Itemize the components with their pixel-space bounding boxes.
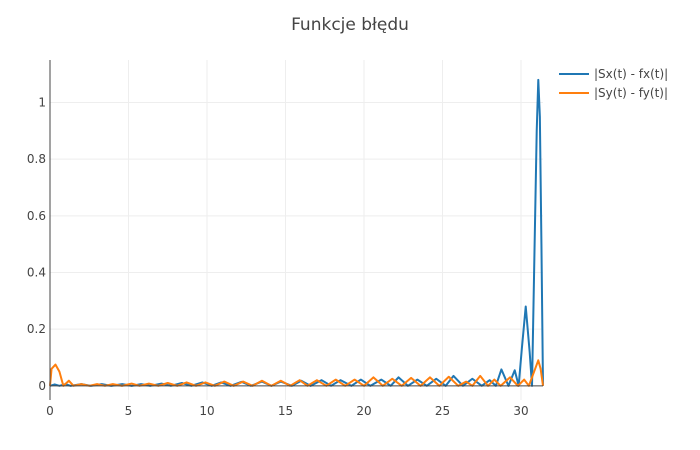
axes: 0 5 10 15 20 25 30 0 0.2 0.4 0.6 0.8 1 (27, 60, 543, 418)
series-line-2 (49, 359, 544, 387)
legend-label: |Sy(t) - fy(t)| (594, 86, 668, 100)
x-tick-label: 5 (125, 404, 133, 418)
chart-title: Funkcje błędu (291, 15, 409, 35)
x-tick-label: 15 (278, 404, 293, 418)
x-tick-label: 20 (356, 404, 371, 418)
legend[interactable]: |Sx(t) - fx(t)| |Sy(t) - fy(t)| (559, 67, 668, 100)
x-tick-label: 10 (199, 404, 214, 418)
plot-area (49, 78, 544, 387)
y-tick-label: 0.2 (27, 322, 46, 336)
y-tick-label: 0 (38, 379, 46, 393)
series-line-1 (49, 78, 544, 387)
x-tick-label: 0 (46, 404, 54, 418)
x-tick-label: 25 (435, 404, 450, 418)
legend-item-1[interactable]: |Sx(t) - fx(t)| (559, 67, 668, 81)
y-tick-label: 0.8 (27, 152, 46, 166)
legend-item-2[interactable]: |Sy(t) - fy(t)| (559, 86, 668, 100)
grid (50, 60, 543, 400)
y-tick-label: 0.6 (27, 209, 46, 223)
y-tick-label: 0.4 (27, 266, 46, 280)
x-tick-label: 30 (513, 404, 528, 418)
legend-label: |Sx(t) - fx(t)| (594, 67, 668, 81)
y-tick-label: 1 (38, 96, 46, 110)
